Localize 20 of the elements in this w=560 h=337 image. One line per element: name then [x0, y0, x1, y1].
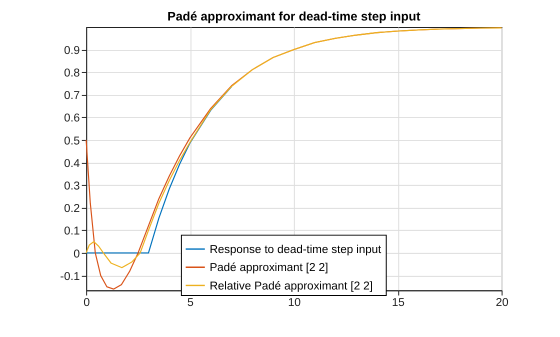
x-tick-label: 20 [496, 297, 508, 310]
x-tick-label: 5 [187, 297, 194, 310]
legend-label: Relative Padé approximant [2 2] [210, 280, 373, 292]
y-tick-label: 0.6 [64, 112, 80, 125]
y-tick-label: 0.1 [64, 226, 80, 238]
y-tick-label: 0.3 [64, 180, 80, 192]
y-tick-label: 0.9 [64, 44, 80, 57]
y-tick-label: 0.8 [64, 67, 80, 80]
legend-label: Padé approximant [2 2] [210, 262, 328, 274]
chart-title: Padé approximant for dead-time step input [167, 9, 420, 24]
x-tick-label: 0 [83, 297, 90, 310]
y-tick-label: 0.2 [64, 203, 80, 216]
y-tick-label: 0 [74, 248, 80, 260]
x-tick-label: 15 [392, 297, 405, 310]
y-tick-label: 0.4 [64, 158, 81, 170]
legend-label: Response to dead-time step input [210, 244, 382, 256]
y-tick-label: -0.1 [60, 270, 80, 283]
x-tick-label: 10 [288, 297, 301, 310]
y-tick-label: 0.5 [64, 135, 80, 148]
y-tick-label: 0.7 [64, 90, 80, 102]
